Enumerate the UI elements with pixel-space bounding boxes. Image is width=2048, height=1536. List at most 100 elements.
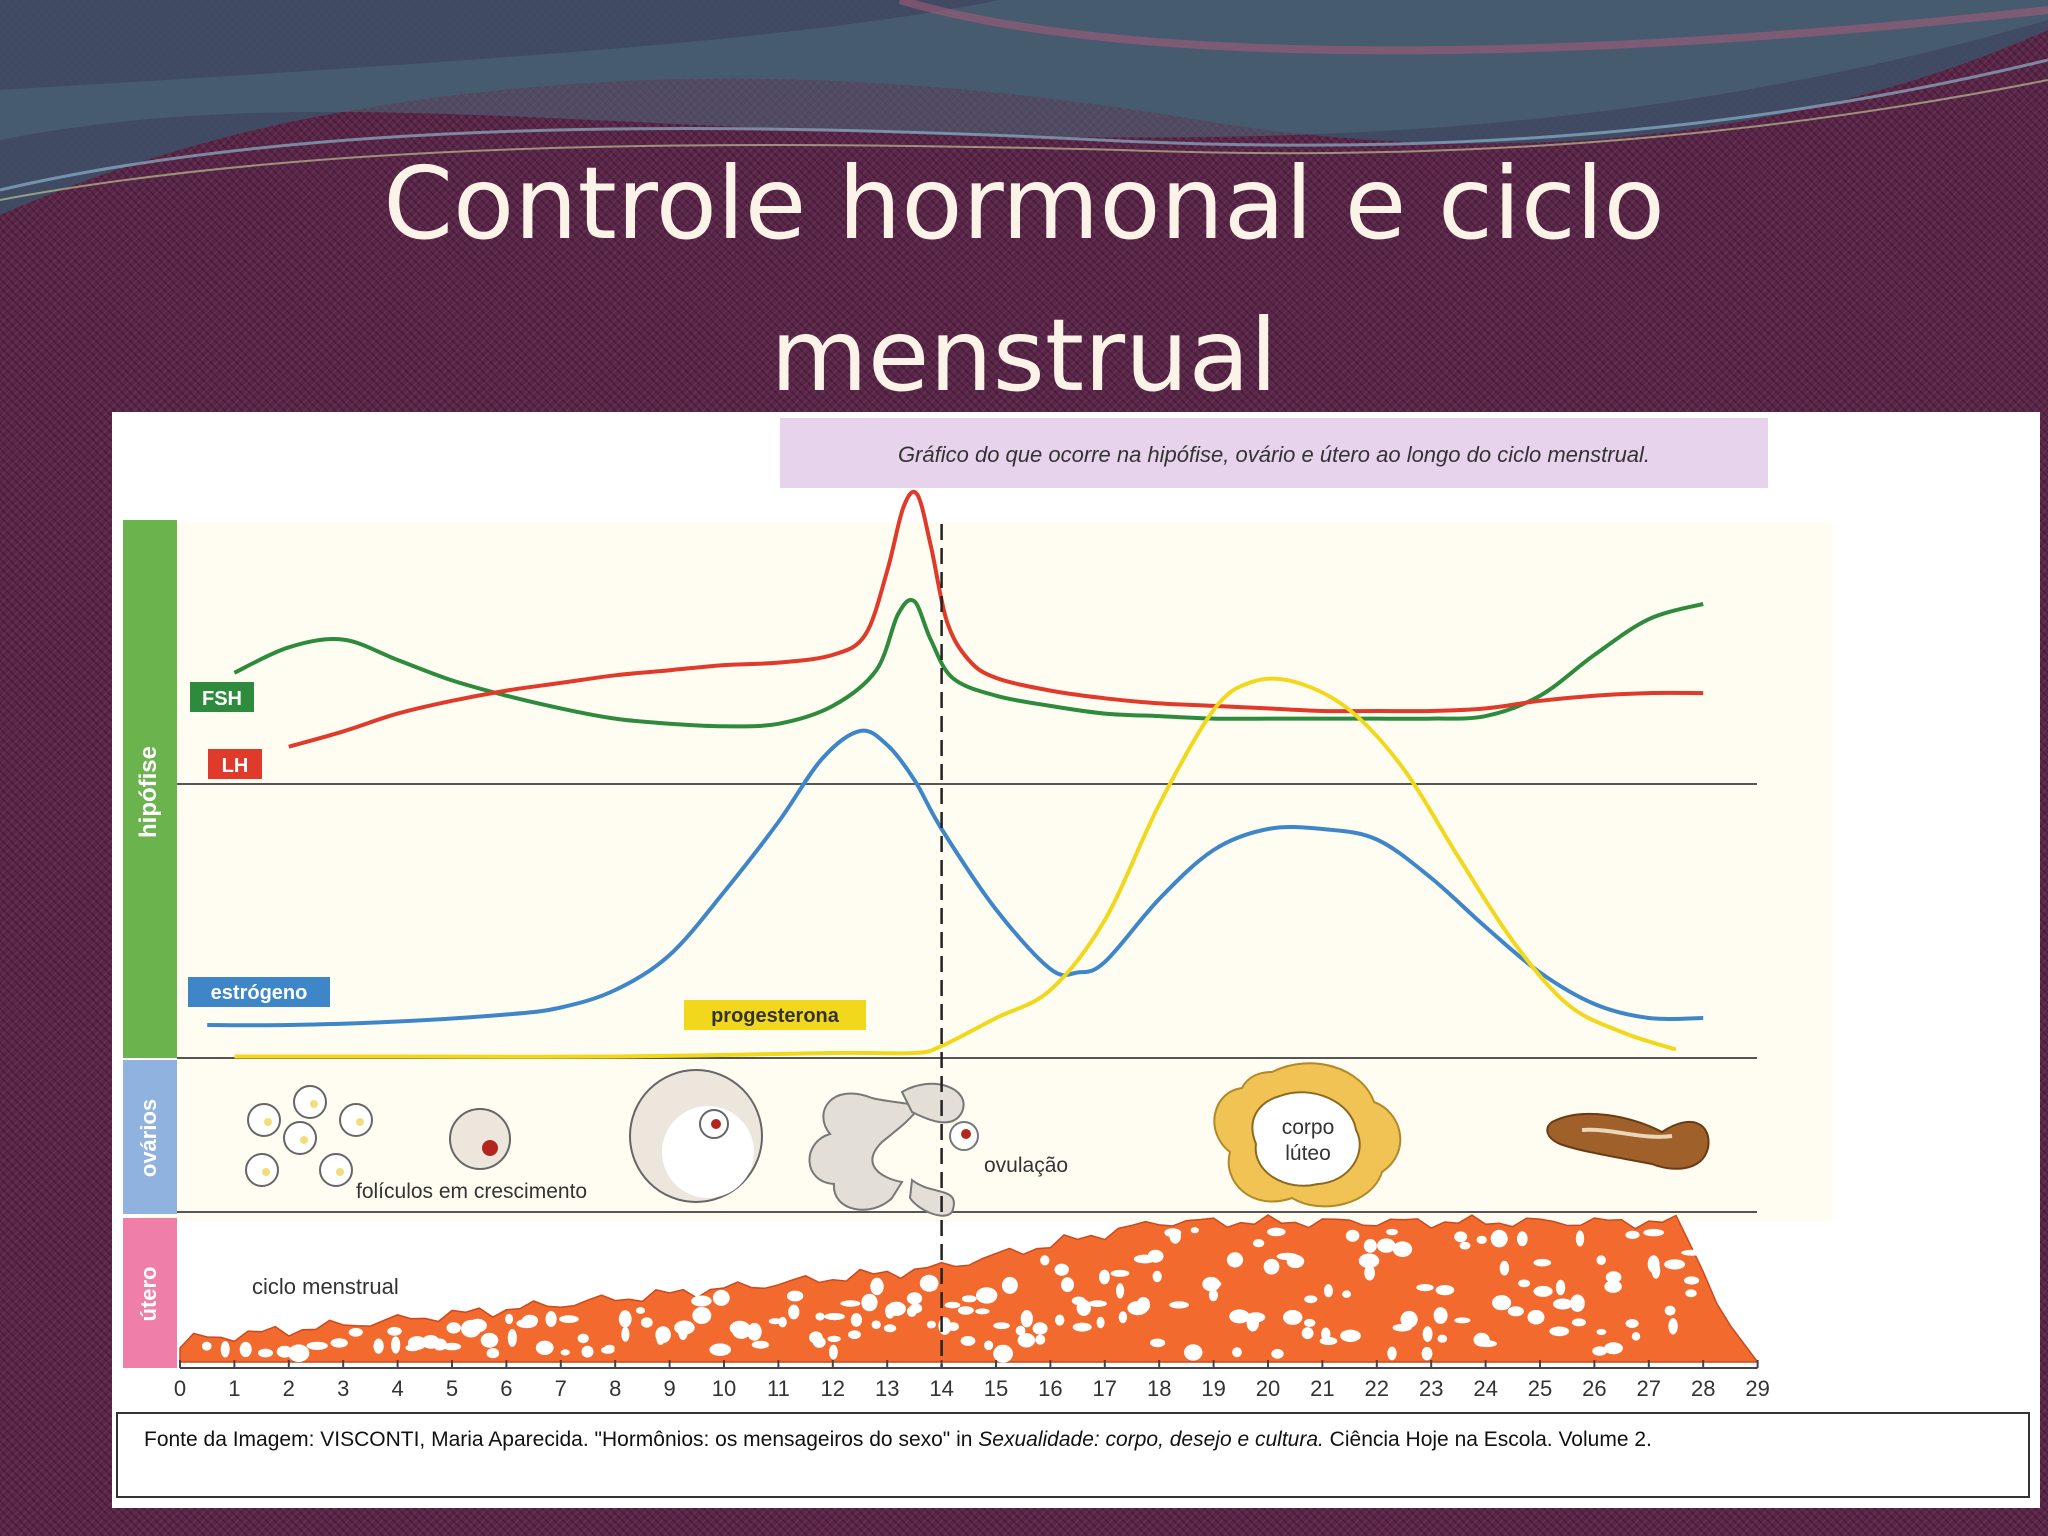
lh-curve: [288, 489, 1704, 749]
section-label-ovarios: ovários: [136, 1099, 161, 1177]
endometrial-gland: [1592, 1346, 1607, 1356]
endometrial-gland: [976, 1287, 998, 1304]
utero-bar: [123, 1218, 177, 1368]
endometrial-gland: [840, 1300, 861, 1307]
x-tick-label: 9: [663, 1376, 675, 1401]
endometrial-gland: [507, 1329, 517, 1347]
follicles-group-icon: [245, 1085, 373, 1187]
endometrial-gland: [330, 1338, 348, 1348]
endometrial-gland: [1549, 1326, 1570, 1337]
endometrial-gland: [1304, 1295, 1318, 1304]
endometrial-gland: [1169, 1301, 1189, 1309]
endometrial-gland: [993, 1344, 1013, 1363]
slide-title: Controle hormonal e ciclo menstrual: [0, 128, 2048, 432]
corpus-luteum-icon: corpo lúteo: [1213, 1062, 1402, 1208]
endometrial-gland: [1387, 1346, 1397, 1361]
endometrial-gland: [1605, 1271, 1622, 1284]
x-tick-label: 14: [929, 1376, 953, 1401]
decorative-wave-banner: [0, 0, 2048, 215]
endometrial-gland: [258, 1348, 273, 1358]
endometrial-gland: [1147, 1249, 1164, 1263]
endometrial-gland: [788, 1304, 800, 1320]
endometrial-gland: [944, 1301, 961, 1309]
endometrial-gland: [1454, 1317, 1471, 1324]
endometrial-gland: [1422, 1326, 1433, 1342]
figure-header: Gráfico do que ocorre na hipófise, ovári…: [898, 442, 1650, 467]
endometrial-gland: [1321, 1327, 1331, 1341]
endometrial-gland: [1377, 1238, 1396, 1253]
progesterone-curve: [234, 676, 1677, 1059]
x-tick-label: 17: [1093, 1376, 1117, 1401]
endometrial-gland: [1553, 1298, 1573, 1310]
x-tick-label: 26: [1582, 1376, 1606, 1401]
x-tick-label: 28: [1691, 1376, 1715, 1401]
legend-estrogeno: estrógeno: [188, 977, 330, 1007]
endometrial-gland: [960, 1336, 976, 1346]
legend-lh-text: LH: [222, 755, 249, 777]
endometrial-gland: [1416, 1284, 1434, 1292]
x-tick-label: 5: [446, 1376, 458, 1401]
endometrial-gland: [768, 1318, 782, 1325]
endometrial-gland: [926, 1320, 937, 1329]
endometrial-gland: [1015, 1325, 1026, 1336]
source-italic: Sexualidade: corpo, desejo e cultura.: [978, 1428, 1324, 1451]
endometrial-gland: [729, 1320, 751, 1336]
endometrial-gland: [824, 1313, 845, 1321]
legend-estrogeno-text: estrógeno: [211, 982, 308, 1004]
endometrial-gland: [848, 1330, 861, 1339]
endometrial-gland: [1194, 1348, 1203, 1358]
endometrial-gland: [1435, 1285, 1455, 1296]
endometrial-gland: [391, 1336, 401, 1354]
endometrial-gland: [885, 1304, 895, 1319]
endometrial-gland: [1643, 1228, 1664, 1237]
endometrial-gland: [975, 1308, 990, 1315]
endometrial-gland: [1071, 1296, 1086, 1306]
endometrial-gland: [1342, 1290, 1352, 1298]
endometrial-gland: [1575, 1230, 1585, 1247]
endometrial-gland: [306, 1341, 328, 1350]
ovary-label-growing: folículos em crescimento: [356, 1180, 587, 1203]
hipofise-bar: [123, 520, 177, 1058]
x-tick-label: 21: [1310, 1376, 1334, 1401]
endometrial-gland: [1118, 1311, 1128, 1324]
endometrial-gland: [1017, 1333, 1036, 1348]
endometrial-gland: [1054, 1263, 1069, 1276]
x-tick-label: 20: [1256, 1376, 1280, 1401]
endometrial-gland: [1035, 1334, 1046, 1345]
x-tick-label: 19: [1201, 1376, 1225, 1401]
endometrial-gland: [601, 1346, 615, 1354]
endometrial-gland: [1253, 1239, 1265, 1248]
ovarios-bar: [123, 1060, 177, 1214]
endometrial-gland: [1596, 1328, 1607, 1336]
corpus-albicans-icon: [1546, 1112, 1710, 1170]
endometrial-gland: [1668, 1318, 1678, 1335]
figure-panel: Gráfico do que ocorre na hipófise, ovári…: [112, 412, 2040, 1508]
endometrial-gland: [1283, 1309, 1303, 1325]
x-tick-label: 22: [1365, 1376, 1389, 1401]
endometrial-gland: [1570, 1294, 1585, 1312]
endometrial-gland: [993, 1322, 1010, 1330]
endometrial-gland: [621, 1326, 630, 1342]
endometrial-gland: [1454, 1231, 1468, 1243]
endometrium-glands: [201, 1227, 1703, 1363]
endometrial-gland: [906, 1292, 923, 1305]
endometrial-gland: [1555, 1279, 1566, 1296]
legend-progesterona: progesterona: [684, 1000, 866, 1030]
endometrial-gland: [516, 1318, 537, 1329]
endometrial-gland: [1604, 1342, 1623, 1355]
endometrial-gland: [1226, 1252, 1244, 1268]
source-citation: Fonte da Imagem: VISCONTI, Maria Apareci…: [116, 1412, 2030, 1498]
endometrial-gland: [1533, 1258, 1552, 1267]
endometrial-gland: [1625, 1319, 1639, 1328]
endometrial-gland: [829, 1344, 838, 1360]
endometrial-gland: [1072, 1322, 1092, 1332]
x-tick-label: 2: [283, 1376, 295, 1401]
endometrial-gland: [1517, 1231, 1528, 1247]
endometrial-gland: [348, 1327, 363, 1337]
ruptured-follicle-icon: [808, 1082, 979, 1217]
endometrial-gland: [747, 1322, 762, 1341]
endometrial-gland: [1263, 1258, 1280, 1275]
endometrial-gland: [1681, 1249, 1703, 1256]
x-tick-label: 27: [1637, 1376, 1661, 1401]
endometrial-gland: [1473, 1332, 1490, 1347]
